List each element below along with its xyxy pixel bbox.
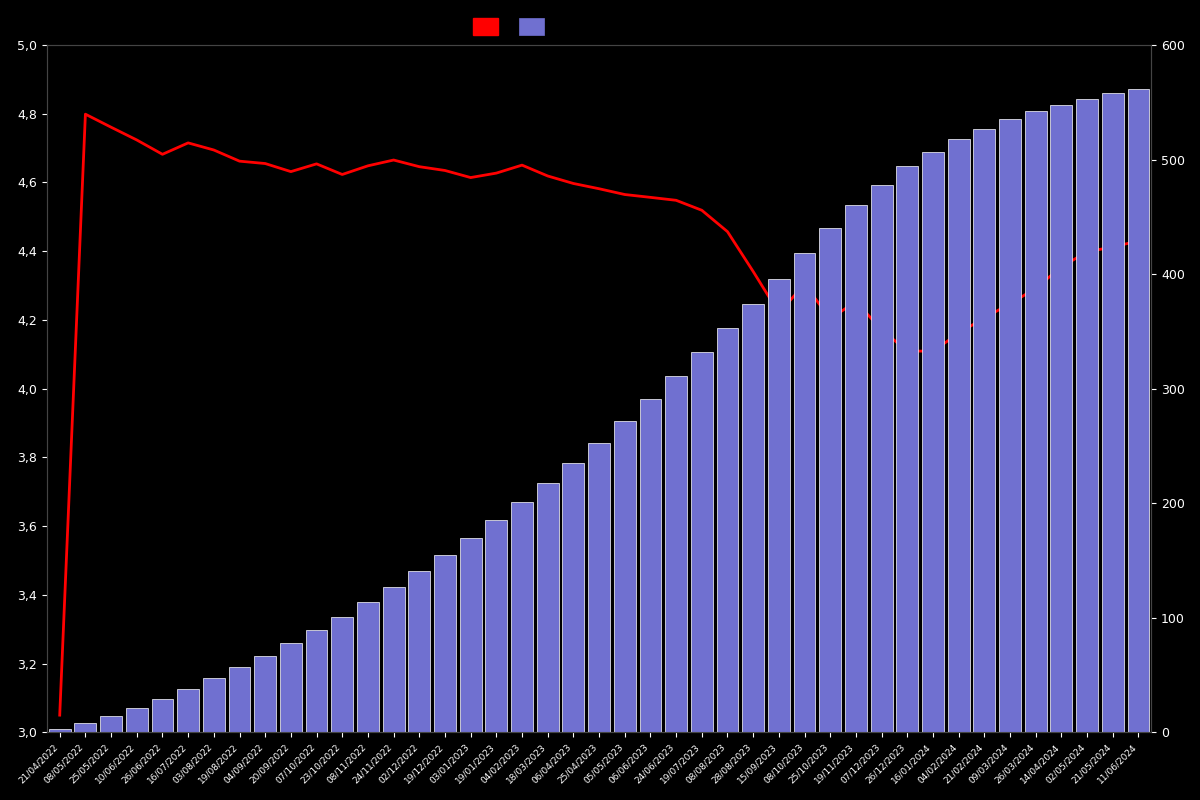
Bar bbox=[1076, 99, 1098, 732]
Bar bbox=[588, 442, 610, 732]
Bar bbox=[716, 328, 738, 732]
Bar bbox=[793, 254, 816, 732]
Bar bbox=[49, 729, 71, 732]
Bar bbox=[331, 617, 353, 732]
Bar bbox=[358, 602, 379, 732]
Bar bbox=[614, 421, 636, 732]
Bar bbox=[922, 151, 944, 732]
Bar bbox=[640, 399, 661, 732]
Bar bbox=[973, 129, 995, 732]
Bar bbox=[178, 689, 199, 732]
Bar bbox=[665, 376, 688, 732]
Bar bbox=[280, 643, 301, 732]
Bar bbox=[306, 630, 328, 732]
Bar bbox=[434, 554, 456, 732]
Bar bbox=[511, 502, 533, 732]
Bar bbox=[1000, 119, 1021, 732]
Legend: , : , bbox=[467, 10, 556, 42]
Bar bbox=[845, 206, 866, 732]
Bar bbox=[743, 304, 764, 732]
Bar bbox=[486, 521, 508, 732]
Bar bbox=[228, 667, 251, 732]
Bar bbox=[100, 716, 122, 732]
Bar bbox=[1128, 89, 1150, 732]
Bar bbox=[948, 139, 970, 732]
Bar bbox=[254, 655, 276, 732]
Bar bbox=[408, 571, 431, 732]
Bar bbox=[691, 352, 713, 732]
Bar bbox=[768, 278, 790, 732]
Bar bbox=[151, 699, 173, 732]
Bar bbox=[383, 587, 404, 732]
Bar bbox=[74, 723, 96, 732]
Bar bbox=[460, 538, 481, 732]
Bar bbox=[1102, 93, 1123, 732]
Bar bbox=[1050, 105, 1073, 732]
Bar bbox=[820, 228, 841, 732]
Bar bbox=[563, 463, 584, 732]
Bar bbox=[896, 166, 918, 732]
Bar bbox=[871, 185, 893, 732]
Bar bbox=[536, 482, 559, 732]
Bar bbox=[203, 678, 224, 732]
Bar bbox=[126, 708, 148, 732]
Bar bbox=[1025, 111, 1046, 732]
